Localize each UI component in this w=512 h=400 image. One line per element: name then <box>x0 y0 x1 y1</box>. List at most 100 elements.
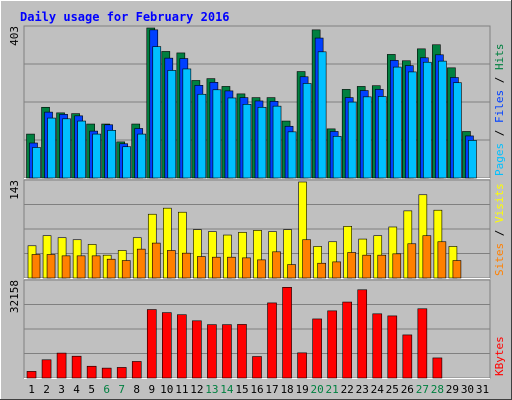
bar-sites-day-11 <box>182 252 191 279</box>
panel-side-labels: Sites / Visits <box>493 183 506 276</box>
bar-pages-day-17 <box>272 105 282 179</box>
bar-sites-day-29 <box>452 260 462 279</box>
bar-pages-day-4 <box>77 120 86 179</box>
bar-pages-day-15 <box>242 104 252 179</box>
bar-pages-day-6 <box>107 130 116 179</box>
x-tick-label: 27 <box>416 383 429 396</box>
x-tick-label: 17 <box>265 383 278 396</box>
x-tick-label: 8 <box>133 383 140 396</box>
bar-kbytes-day-26 <box>402 334 413 379</box>
bar-sites-day-23 <box>362 254 372 279</box>
bar-sites-day-17 <box>272 251 281 279</box>
x-tick-label: 3 <box>58 383 65 396</box>
panel-hits_files_pages: 403 Pages / Files / Hits <box>8 25 506 179</box>
bar-kbytes-day-21 <box>327 310 337 379</box>
bar-kbytes-day-1 <box>26 371 37 379</box>
bar-kbytes-day-3 <box>56 352 67 379</box>
bar-kbytes-day-24 <box>372 313 383 379</box>
x-tick-label: 18 <box>280 383 293 396</box>
bar-kbytes-day-19 <box>297 352 307 379</box>
side-label-kbytes: KBytes <box>493 336 506 376</box>
bar-sites-day-26 <box>407 243 417 279</box>
bar-pages-day-8 <box>137 133 147 179</box>
bar-sites-day-15 <box>242 257 251 279</box>
panel-max-label: 403 <box>8 26 21 46</box>
bar-pages-day-24 <box>377 96 387 179</box>
x-tick-label: 11 <box>175 383 188 396</box>
bar-kbytes-day-27 <box>417 308 428 379</box>
bar-sites-day-1 <box>31 254 41 279</box>
bar-pages-day-9 <box>152 46 162 179</box>
bar-pages-day-29 <box>453 82 462 179</box>
panel-side-labels: KBytes <box>493 336 506 376</box>
bar-pages-day-16 <box>257 106 267 179</box>
bar-sites-day-3 <box>61 255 71 279</box>
bar-kbytes-day-28 <box>432 357 443 379</box>
side-label-files: Files <box>493 90 506 123</box>
bar-pages-day-19 <box>302 83 312 179</box>
bar-sites-day-20 <box>317 262 326 279</box>
side-label-hits: Hits <box>493 44 506 71</box>
bar-pages-day-1 <box>32 147 41 179</box>
x-tick-label: 30 <box>461 383 474 396</box>
x-tick-label: 25 <box>386 383 399 396</box>
x-tick-label: 23 <box>356 383 369 396</box>
bar-pages-day-20 <box>317 51 327 179</box>
side-label-separator: / <box>493 70 506 90</box>
bar-pages-day-11 <box>182 68 192 179</box>
side-label-sites: Sites <box>493 243 506 276</box>
x-tick-label: 2 <box>43 383 50 396</box>
bar-kbytes-day-10 <box>162 312 172 379</box>
x-tick-label: 22 <box>341 383 354 396</box>
x-tick-label: 15 <box>235 383 248 396</box>
bar-sites-day-18 <box>287 264 296 279</box>
panel-max-label: 32158 <box>8 280 21 313</box>
side-label-separator: / <box>493 223 506 243</box>
bar-kbytes-day-20 <box>312 318 322 379</box>
bar-pages-day-18 <box>287 131 297 179</box>
bar-kbytes-day-25 <box>387 315 398 379</box>
bar-kbytes-day-14 <box>222 324 232 379</box>
x-tick-label: 9 <box>148 383 155 396</box>
bar-pages-day-7 <box>122 146 132 179</box>
side-label-text: KBytes <box>493 336 506 376</box>
x-tick-label: 16 <box>250 383 263 396</box>
bar-pages-day-27 <box>423 61 432 179</box>
bar-pages-day-14 <box>227 97 237 179</box>
x-tick-label: 28 <box>431 383 444 396</box>
x-tick-label: 1 <box>28 383 35 396</box>
x-tick-label: 4 <box>73 383 80 396</box>
x-tick-label: 24 <box>371 383 385 396</box>
bar-kbytes-day-13 <box>207 324 217 379</box>
bar-sites-day-12 <box>197 256 206 279</box>
bar-pages-day-5 <box>92 133 101 179</box>
bar-pages-day-21 <box>332 136 342 179</box>
x-tick-label: 19 <box>295 383 308 396</box>
bar-sites-day-16 <box>257 259 266 279</box>
side-label-text: Pages / Files / Hits <box>493 44 506 177</box>
bar-pages-day-26 <box>408 71 417 179</box>
bar-kbytes-day-9 <box>146 309 157 379</box>
bar-pages-day-2 <box>47 117 56 179</box>
x-tick-label: 26 <box>401 383 414 396</box>
bar-sites-day-8 <box>136 248 146 279</box>
bar-kbytes-day-8 <box>131 361 142 379</box>
x-tick-label: 20 <box>311 383 324 396</box>
bar-kbytes-day-23 <box>357 289 368 379</box>
bar-sites-day-7 <box>121 260 131 279</box>
bar-sites-day-10 <box>167 250 176 279</box>
x-tick-label: 10 <box>160 383 173 396</box>
side-label-visits: Visits <box>493 183 506 223</box>
bar-pages-day-3 <box>62 118 71 179</box>
bar-kbytes-day-18 <box>282 287 292 379</box>
bar-kbytes-day-12 <box>192 320 202 379</box>
bar-kbytes-day-16 <box>252 356 262 379</box>
x-tick-label: 5 <box>88 383 95 396</box>
x-axis-labels: 1 2 3 4 5 6 7 8 9 10 11 12 13 14 15 16 17 18 19 20 21 22 23 24 2… <box>28 383 489 396</box>
panel-kbytes: 32158 KBytes <box>8 279 506 379</box>
bar-kbytes-day-5 <box>86 365 97 379</box>
bar-sites-day-22 <box>347 252 356 279</box>
chart-panels: 403 Pages / Files / Hits 143 Sites / Visits… <box>8 25 506 379</box>
chart-title: Daily usage for February 2016 <box>20 10 230 24</box>
bar-kbytes-day-17 <box>267 302 277 379</box>
